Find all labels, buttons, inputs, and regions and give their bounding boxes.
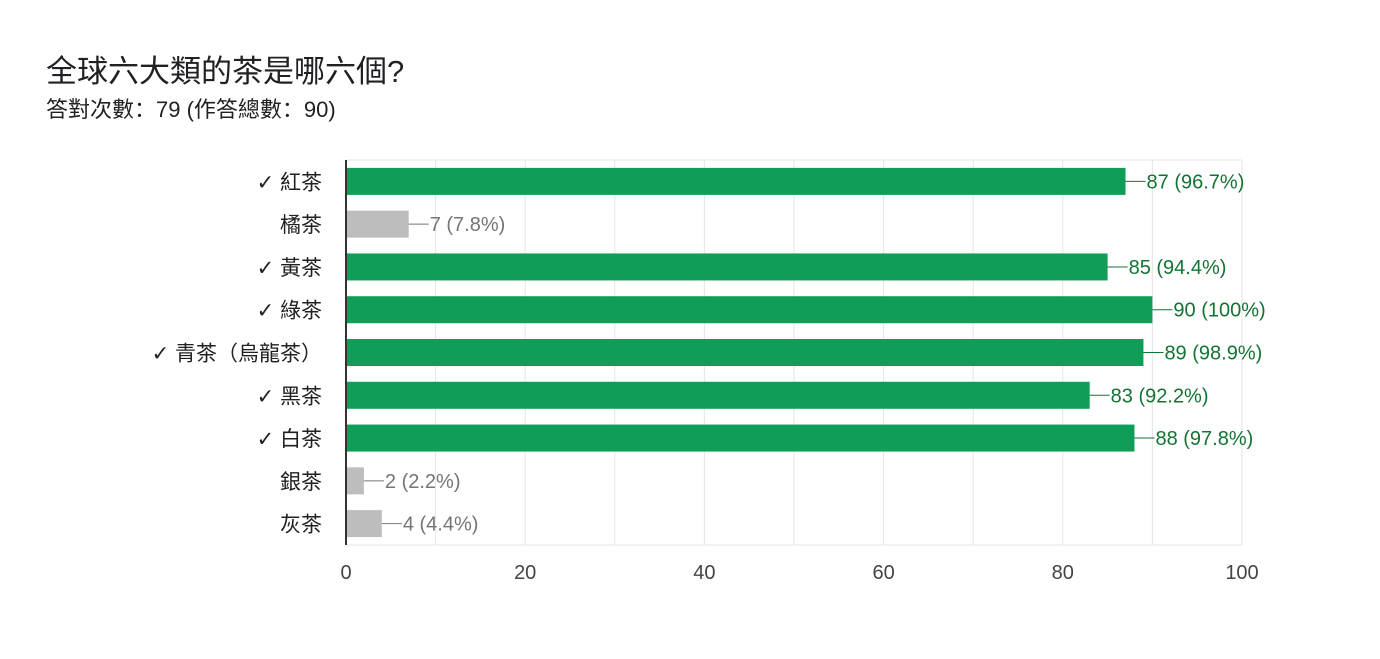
bar <box>346 167 1126 195</box>
answer-summary: 答對次數：79 (作答總數：90) <box>46 97 336 122</box>
bar <box>346 296 1153 324</box>
data-label: 2 (2.2%) <box>385 471 461 493</box>
data-label: 85 (94.4%) <box>1129 257 1227 279</box>
x-tick-label: 0 <box>340 562 351 584</box>
category-label: ✓ 綠茶 <box>257 300 322 323</box>
category-label: ✓ 黃茶 <box>257 257 322 280</box>
data-label: 7 (7.8%) <box>430 214 506 236</box>
category-label: 銀茶 <box>280 471 322 494</box>
data-label: 4 (4.4%) <box>403 514 479 536</box>
category-label: ✓ 青茶（烏龍茶） <box>152 343 322 366</box>
bar <box>346 339 1144 366</box>
x-tick-label: 20 <box>514 562 536 584</box>
bar <box>346 210 409 238</box>
category-label: ✓ 白茶 <box>257 428 322 451</box>
category-label: ✓ 黑茶 <box>257 385 322 408</box>
data-label: 90 (100%) <box>1173 300 1265 322</box>
x-tick-label: 100 <box>1225 562 1258 584</box>
bar <box>346 467 364 495</box>
bar <box>346 424 1135 452</box>
category-label: 橘茶 <box>280 214 322 237</box>
question-title: 全球六大類的茶是哪六個? <box>46 54 405 89</box>
data-label: 87 (96.7%) <box>1147 171 1245 193</box>
data-label: 89 (98.9%) <box>1164 343 1262 365</box>
x-tick-label: 40 <box>693 562 715 584</box>
x-tick-label: 60 <box>872 562 894 584</box>
data-label: 83 (92.2%) <box>1111 385 1209 407</box>
category-label: 灰茶 <box>280 514 322 537</box>
category-label: ✓ 紅茶 <box>257 171 322 194</box>
x-tick-label: 80 <box>1052 562 1074 584</box>
bar <box>346 510 382 538</box>
bar <box>346 381 1090 409</box>
bar <box>346 253 1108 281</box>
data-label: 88 (97.8%) <box>1155 428 1253 450</box>
